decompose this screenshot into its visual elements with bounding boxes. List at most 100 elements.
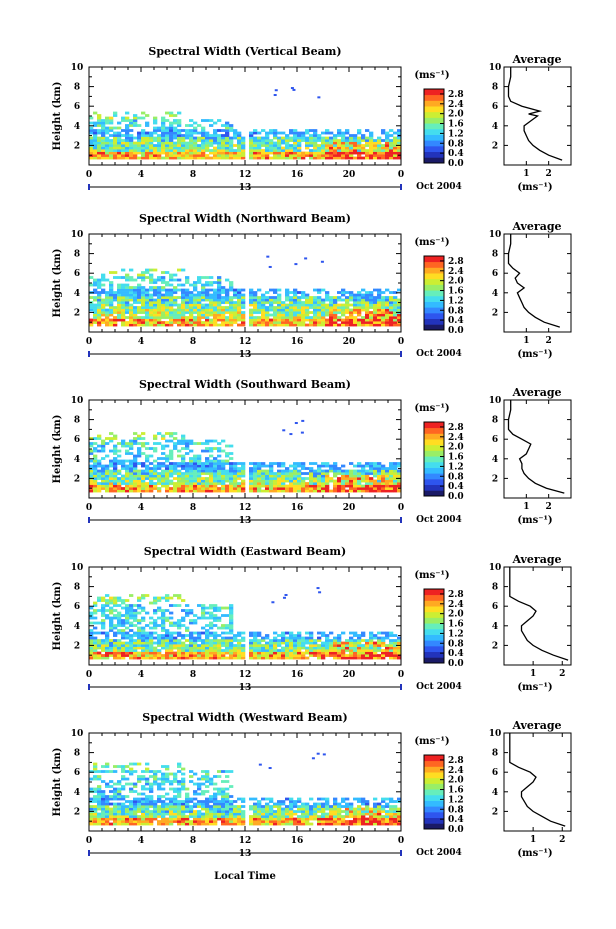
heatmap-cell [373,313,378,317]
heatmap-cell [341,141,346,145]
heatmap-cell [229,624,234,627]
y-tick-label: 8 [74,416,80,426]
heatmap-cell [381,469,386,473]
heatmap-cell [237,472,242,475]
colorbar-tick-label: 2.0 [448,443,464,453]
heatmap-cell [117,487,122,490]
heatmap-cell [169,820,174,823]
heatmap-cell [169,482,174,485]
heatmap-cell [177,641,182,645]
heatmap-cell [157,139,162,142]
heatmap-cell [361,654,366,657]
heatmap-cell [337,144,342,147]
heatmap-cell [177,154,182,157]
heatmap-cell [357,291,362,294]
heatmap-cell [389,477,394,480]
heatmap-cell [277,649,282,652]
heatmap-cell [361,639,366,642]
heatmap-cell [333,639,338,642]
heatmap-cell [229,474,234,478]
heatmap-cell [93,121,98,125]
heatmap-cell [381,129,386,132]
heatmap-cell [101,611,106,615]
heatmap-cell [157,634,162,637]
heatmap-cell [301,311,306,314]
heatmap-cell [277,288,282,292]
heatmap-cell [149,626,154,630]
heatmap-cell [105,762,110,766]
heatmap-cell [113,651,118,655]
heatmap-cell [345,151,350,155]
heatmap-cell [137,139,142,142]
heatmap-cell [109,785,114,788]
heatmap-cell [117,472,122,475]
heatmap-cell [281,154,286,157]
heatmap-cell [217,482,222,485]
heatmap-cell [277,482,282,485]
heatmap-cell [285,288,290,292]
heatmap-cell [89,482,94,485]
heatmap-cell [113,467,118,470]
heatmap-cell [165,313,170,317]
x-tick-label: 20 [343,503,356,513]
heatmap-cell [129,629,134,632]
heatmap-cell [345,479,350,483]
day-label: 13 [239,183,252,193]
heatmap-cell [217,141,222,145]
heatmap-cell [225,444,230,448]
heatmap-cell [129,323,134,327]
heatmap-cell [205,447,210,450]
heatmap-cell [129,129,134,132]
heatmap-cell [197,156,202,160]
heatmap-cell [201,656,206,660]
heatmap-cell [205,136,210,140]
heatmap-cell [269,303,274,307]
heatmap-cell [101,812,106,816]
heatmap-cell [117,805,122,808]
heatmap-cell [149,323,154,327]
heatmap-cell [389,323,394,327]
heatmap-cell [137,283,142,287]
heatmap-cell [297,469,302,473]
heatmap-cell [357,654,362,657]
heatmap-cell [149,286,154,289]
heatmap-cell [237,467,242,470]
heatmap-cell [173,790,178,793]
heatmap-cell [325,146,330,150]
heatmap-cell [125,805,130,808]
heatmap-cell [225,124,230,127]
heatmap-cell [113,126,118,130]
heatmap-cell [113,134,118,137]
heatmap-cell [313,306,318,309]
heatmap-cell [97,472,102,475]
colorbar-tick-label: 0.0 [448,159,464,169]
heatmap-cell [125,765,130,768]
heatmap-cell [329,641,334,645]
heatmap-cell [357,136,362,140]
heatmap-cell [349,639,354,642]
heatmap-cell [93,479,98,483]
heatmap-cell [145,124,150,127]
heatmap-cell [97,311,102,314]
x-tick-label: 16 [291,503,304,513]
heatmap-cell [153,609,158,612]
heatmap-cell [313,479,318,483]
heatmap-cell [213,318,218,322]
heatmap-cell [141,815,146,818]
heatmap-cell [101,154,106,157]
heatmap-cell [305,651,310,655]
heatmap-cell [241,479,246,483]
heatmap-cell [137,146,142,150]
colorbar-swatch [424,295,444,302]
heatmap-cell [381,487,386,490]
y-tick-label: 6 [74,269,80,279]
heatmap-cell [133,116,138,120]
heatmap-cell [241,482,246,485]
heatmap-cell [129,462,134,465]
heatmap-cell [129,805,134,808]
heatmap-cell [309,321,314,324]
heatmap-cell [153,596,158,600]
heatmap-cell [121,634,126,637]
heatmap-cell [177,807,182,811]
heatmap-cell [317,646,322,650]
